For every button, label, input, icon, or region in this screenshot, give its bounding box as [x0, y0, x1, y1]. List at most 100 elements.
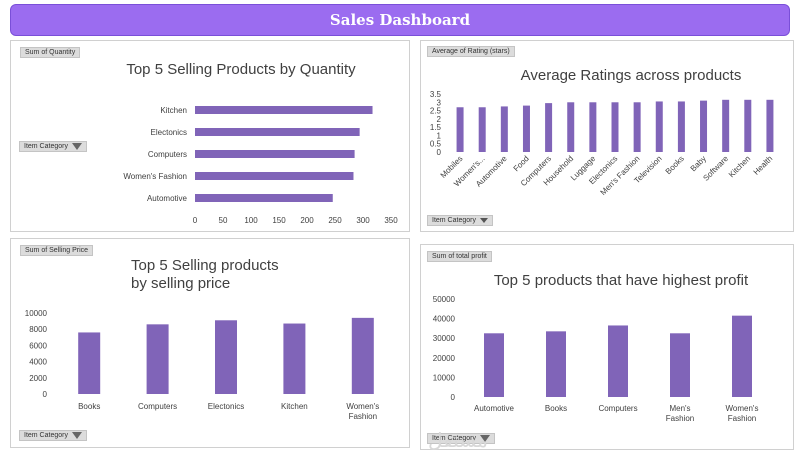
y-tick-label: 1.5 [430, 123, 442, 132]
filter-funnel-icon [71, 143, 82, 150]
quantity-bar-chart: Kitchen Electonics Computers Women's Fashio… [123, 106, 398, 225]
category-label: Women's [726, 404, 759, 413]
bar [633, 102, 641, 152]
bar [500, 106, 508, 152]
bar [722, 99, 730, 152]
bar [567, 102, 575, 152]
bar [766, 99, 774, 152]
y-tick-label: 0.5 [430, 140, 442, 149]
dashboard-title: Sales Dashboard [329, 11, 471, 29]
item-category-filter-quantity[interactable]: Item Category [19, 141, 87, 152]
sum-of-total-profit-field-button[interactable]: Sum of total profit [427, 251, 492, 262]
category-label: Women's Fashion [123, 172, 187, 181]
rating-chart-title: Average Ratings across products [520, 67, 742, 84]
bar [545, 103, 553, 152]
category-label: Electonics [151, 128, 187, 137]
sum-of-quantity-field-button[interactable]: Sum of Quantity [20, 47, 81, 58]
category-label: Books [545, 404, 567, 413]
rating-bar-chart: 00.511.522.533.5MobilesWomen's...Automot… [430, 90, 775, 197]
category-label: Kitchen [727, 154, 752, 179]
sum-of-selling-price-field-button[interactable]: Sum of Selling Price [20, 245, 94, 256]
item-category-filter-label: Item Category [24, 432, 68, 439]
bar [655, 101, 663, 152]
y-tick-label: 30000 [433, 334, 456, 343]
average-rating-field-button[interactable]: Average of Rating (stars) [427, 46, 515, 57]
category-label: Fashion [728, 414, 756, 423]
price-chart-title-line-1: Top 5 Selling products [131, 257, 279, 274]
bar [195, 150, 355, 158]
x-tick-label: 0 [193, 216, 198, 225]
x-tick-label: 300 [356, 216, 370, 225]
filter-funnel-icon [71, 432, 82, 439]
bar [608, 325, 628, 397]
bar [195, 128, 360, 136]
bar [195, 172, 354, 180]
y-tick-label: 0 [451, 393, 456, 402]
category-label: Women's [346, 402, 379, 411]
y-tick-label: 6000 [29, 341, 47, 350]
bar [744, 99, 752, 152]
bar [478, 107, 486, 152]
bar [677, 101, 685, 152]
bar [351, 317, 374, 394]
price-chart-title-line-2: by selling price [131, 275, 231, 292]
y-tick-label: 3.5 [430, 90, 442, 99]
y-tick-label: 50000 [433, 295, 456, 304]
x-tick-label: 200 [300, 216, 314, 225]
item-category-filter-label: Item Category [432, 217, 476, 224]
category-label: Men's [669, 404, 690, 413]
category-label: Fashion [349, 412, 377, 421]
x-tick-label: 50 [219, 216, 228, 225]
bar [670, 333, 690, 397]
category-label: Baby [689, 154, 708, 173]
quantity-chart-title: Top 5 Selling Products by Quantity [126, 61, 356, 78]
dashboard-title-banner: Sales Dashboard [10, 4, 790, 36]
bar [611, 102, 619, 152]
bar [195, 194, 333, 202]
price-chart-title: Top 5 Selling products by selling price [131, 257, 331, 293]
x-tick-label: 100 [244, 216, 258, 225]
y-tick-label: 0 [437, 148, 442, 157]
bar [215, 320, 237, 394]
y-tick-label: 1 [437, 131, 442, 140]
category-label: Computers [138, 402, 177, 411]
item-category-filter-price[interactable]: Item Category [19, 430, 87, 441]
x-tick-label: 250 [328, 216, 342, 225]
category-label: Health [752, 154, 775, 177]
category-label: Books [78, 402, 100, 411]
bar [195, 106, 373, 114]
bar [546, 331, 566, 397]
bar [522, 105, 530, 152]
category-label: Fashion [666, 414, 694, 423]
x-tick-label: 150 [272, 216, 286, 225]
category-label: Kitchen [281, 402, 308, 411]
y-tick-label: 2 [437, 115, 442, 124]
category-label: Books [664, 154, 686, 176]
profit-bar-chart: 0 10000 20000 30000 40000 50000 Automotive Book… [433, 295, 759, 423]
category-label: Automotive [147, 194, 188, 203]
category-label: Electonics [208, 402, 244, 411]
watermark-logo: مستقل [428, 428, 488, 452]
bar [732, 315, 752, 397]
item-category-filter-rating[interactable]: Item Category [427, 215, 493, 226]
y-tick-label: 4000 [29, 358, 47, 367]
price-bar-chart: 0 2000 4000 6000 8000 10000 Books Computers Elec… [25, 309, 380, 421]
y-tick-label: 20000 [433, 354, 456, 363]
y-tick-label: 10000 [433, 373, 456, 382]
item-category-filter-label: Item Category [432, 435, 476, 442]
item-category-filter-profit[interactable]: Item Category [427, 433, 495, 444]
y-tick-label: 2000 [29, 374, 47, 383]
bar [146, 324, 169, 394]
bar [700, 100, 708, 152]
category-label: Software [701, 154, 730, 183]
y-tick-label: 40000 [433, 315, 456, 324]
dropdown-arrow-icon [479, 218, 488, 223]
rating-chart-panel: Average of Rating (stars) Average Rating… [420, 40, 794, 232]
price-chart-panel: Sum of Selling Price Top 5 Selling produ… [10, 238, 410, 448]
y-tick-label: 3 [437, 98, 442, 107]
category-label: Automotive [474, 404, 515, 413]
profit-chart-title: Top 5 products that have highest profit [493, 272, 749, 289]
bar [78, 332, 101, 394]
quantity-chart-panel: Sum of Quantity Top 5 Selling Products b… [10, 40, 410, 232]
item-category-filter-label: Item Category [24, 143, 68, 150]
